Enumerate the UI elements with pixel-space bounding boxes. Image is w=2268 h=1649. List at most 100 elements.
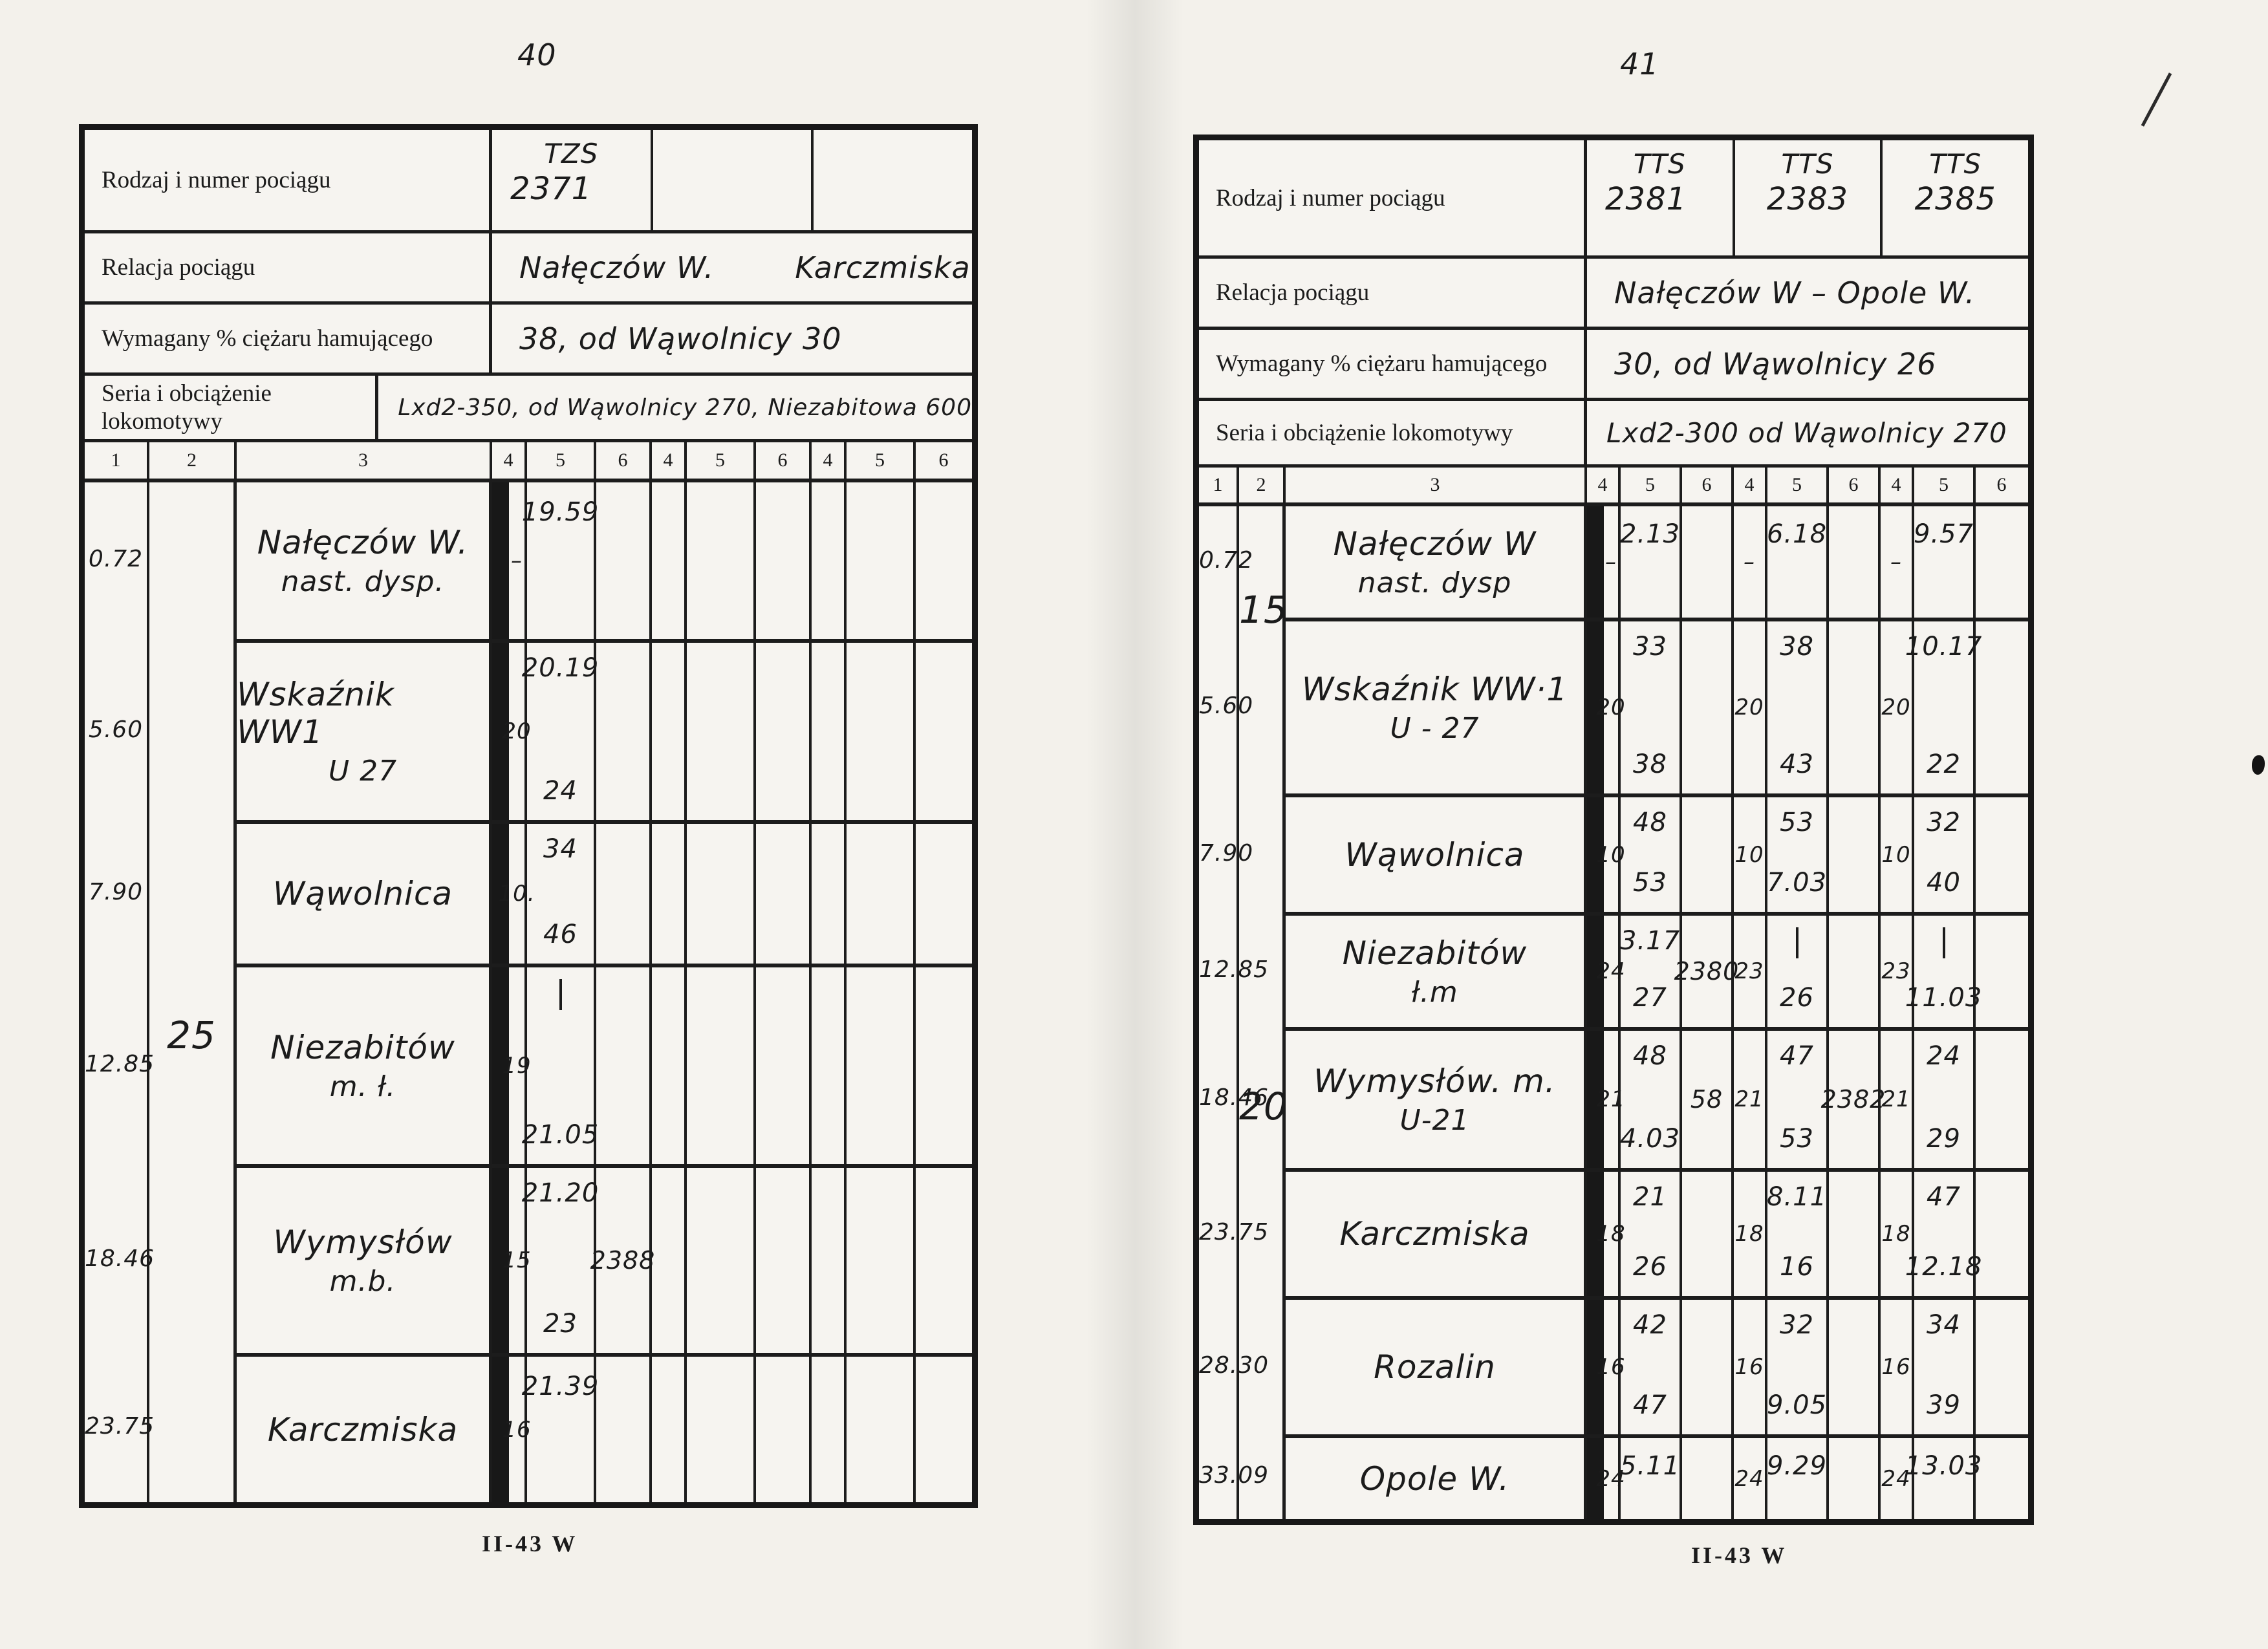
table-row: Wskaźnik WW·1 U - 27 20 33 38 20 38 43 20 10.17 22 [1286,621,2028,797]
arrival-time: 38 [1780,632,1814,662]
crossing-train-cell: 2380 [1674,916,1738,1027]
column-number: 5 [527,442,596,479]
departure-time: 29 [1927,1124,1961,1154]
column-number: 4 [1734,468,1767,502]
crossing-train-cell [1682,1172,1734,1296]
column-number: 5 [1914,468,1976,502]
train-number: 2381 [1605,181,1687,217]
field-label-train-type: Rodzaj i numer pociągu [1199,140,1587,255]
form-code-right: II-43 W [1691,1542,1787,1568]
relation-value: Nałęczów W – Opole W. [1614,275,1976,310]
km-value: 28.30 [1199,1352,1269,1379]
field-label-brake: Wymagany % ciężaru hamującego [85,305,492,372]
crossing-train-cell [756,482,812,639]
time-cell [847,1357,916,1502]
train-number: 2371 [510,171,592,207]
time-cell: 47 12.18 [1905,1172,1982,1296]
crossing-train-cell [596,1357,652,1502]
table-row: Niezabitów ł.m 24 3.17 27 2380 23 26 23 11.03 [1286,916,2028,1031]
crossing-cell: – [1587,506,1621,618]
table-row: Wskaźnik WW1 U 27 20 20.19 24 [237,643,972,824]
crossing-cell: 20 [1881,621,1914,793]
km-value: 18.46 [85,1245,155,1272]
table-row: Wymysłów m.b. 15 21.20 23 2388 [237,1168,972,1357]
crossing-train-cell [1976,1300,2027,1434]
crossing-train-cell [1682,797,1734,912]
crossing-train-cell [916,643,971,820]
column-number: 2 [149,442,237,479]
crossing-train-cell [1829,1172,1881,1296]
crossing-cell: 16 [1587,1300,1625,1434]
time-cell [687,482,756,639]
crossing-train-cell [916,1168,971,1353]
crossing-cell: 20 [1734,621,1767,793]
crossing-cell [652,482,687,639]
time-cell: 21 26 [1621,1172,1682,1296]
train-type: TZS [544,138,599,169]
departure-time: 9.05 [1766,1390,1828,1420]
table-row: Karczmiska 18 21 26 18 8.11 16 18 47 12.18 [1286,1172,2028,1300]
crossing-cell [812,482,847,639]
crossing-train-cell [1976,1031,2027,1168]
crossing-cell: 18 [1881,1172,1914,1296]
departure-time: 46 [543,920,578,949]
crossing-cell: 16 [492,1357,531,1502]
station-cell: Wymysłów m.b. [237,1168,492,1353]
field-label-relation: Relacja pociągu [1199,259,1587,327]
crossing-cell: – [492,482,527,639]
pass-through-mark [1942,927,1945,958]
arrival-time: 33 [1633,632,1667,662]
crossing-cell [652,1168,687,1353]
departure-time: 23 [543,1309,578,1339]
column-number: 1 [1199,468,1239,502]
crossing-cell [812,643,847,820]
crossing-train-cell [596,643,652,820]
time-cell: 53 7.03 [1767,797,1829,912]
time-cell [687,967,756,1164]
arrival-time: 6.18 [1766,519,1828,550]
crossing-cell [812,967,847,1164]
speed-mark: 15 [1239,588,1288,632]
km-value: 5.60 [88,717,144,743]
table-row: Opole W. 24 5.11 24 9.29 24 13.03 [1286,1438,2028,1519]
arrival-time: 42 [1633,1310,1667,1340]
arrival-time: 21.39 [521,1371,599,1401]
column-number: 3 [237,442,492,479]
crossing-cell: – [1734,506,1767,618]
table-row: Karczmiska 16 21.39 [237,1357,972,1502]
station-name: Wskaźnik WW·1 [1301,670,1568,708]
train-cell: TTS 2383 [1732,140,1881,255]
km-value: 5.60 [1199,693,1254,719]
crossing-train-cell [756,1357,812,1502]
crossing-train-cell [756,824,812,964]
station-cell: Karczmiska [1286,1172,1587,1296]
loco-row: Seria i obciążenie lokomotywy Lxd2-350, … [85,376,972,442]
time-cell: 47 53 [1767,1031,1829,1168]
time-cell: 48 4.03 [1620,1031,1682,1168]
station-cell: Wymysłów. m. U-21 [1286,1031,1587,1168]
column-number: 6 [1682,468,1734,502]
page-number-left: 40 [517,38,557,72]
departure-time: 27 [1633,983,1667,1013]
crossing-train-cell [596,482,652,639]
crossing-cell: 23 [1734,916,1767,1027]
arrival-time: 21 [1633,1182,1667,1212]
km-value: 0.72 [88,546,144,572]
train-type: TTS [1633,148,1686,180]
km-value: 23.75 [85,1412,155,1439]
crossing-cell: 10 [1587,797,1625,912]
time-cell [847,1168,916,1353]
station-name-line2: nast. dysp. [281,565,445,598]
crossing-train-cell [916,1357,971,1502]
timetable-body: 0.72 5.60 7.90 12.85 18.46 23.75 28.30 33.09 15 2… [1199,506,2028,1519]
arrival-time: 10.17 [1905,632,1983,662]
crossing-train-cell [1682,1438,1734,1519]
train-cell: TTS 2385 [1880,140,2028,255]
arrival-time: 34 [543,834,578,864]
departure-time: 22 [1927,749,1961,779]
train-cell [811,130,972,230]
field-label-brake: Wymagany % ciężaru hamującego [1199,330,1587,398]
